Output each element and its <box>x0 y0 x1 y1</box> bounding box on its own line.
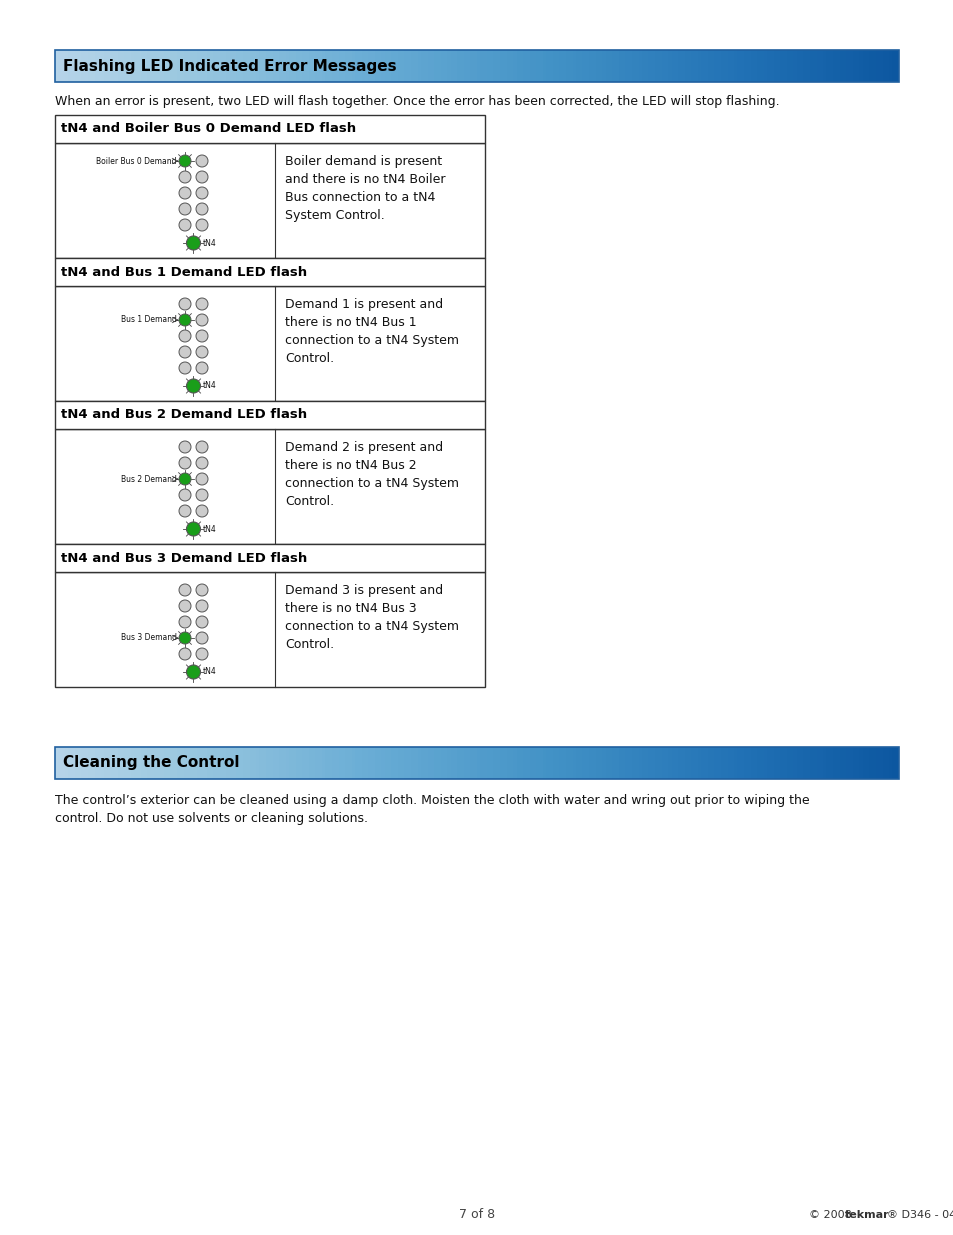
Text: When an error is present, two LED will flash together. Once the error has been c: When an error is present, two LED will f… <box>55 95 779 107</box>
Circle shape <box>179 346 191 358</box>
Bar <box>55 747 898 779</box>
Bar <box>55 429 484 543</box>
Text: Flashing LED Indicated Error Messages: Flashing LED Indicated Error Messages <box>63 58 396 74</box>
Circle shape <box>186 522 200 536</box>
Text: Demand 3 is present and
there is no tN4 Bus 3
connection to a tN4 System
Control: Demand 3 is present and there is no tN4 … <box>285 584 458 651</box>
Circle shape <box>195 473 208 485</box>
Bar <box>55 543 484 572</box>
Circle shape <box>179 170 191 183</box>
Text: Demand 1 is present and
there is no tN4 Bus 1
connection to a tN4 System
Control: Demand 1 is present and there is no tN4 … <box>285 298 458 366</box>
Circle shape <box>186 664 200 679</box>
Circle shape <box>195 632 208 643</box>
Circle shape <box>195 441 208 453</box>
Text: Boiler demand is present
and there is no tN4 Boiler
Bus connection to a tN4
Syst: Boiler demand is present and there is no… <box>285 156 445 222</box>
Circle shape <box>179 632 191 643</box>
Circle shape <box>179 330 191 342</box>
Text: tN4 and Bus 1 Demand LED flash: tN4 and Bus 1 Demand LED flash <box>61 266 307 279</box>
Circle shape <box>195 489 208 501</box>
Text: tekmar: tekmar <box>844 1210 889 1220</box>
Text: © 2008: © 2008 <box>808 1210 854 1220</box>
Circle shape <box>179 473 191 485</box>
Circle shape <box>186 379 200 393</box>
Text: tN4: tN4 <box>202 238 216 247</box>
Circle shape <box>179 298 191 310</box>
Circle shape <box>195 156 208 167</box>
Text: 7 of 8: 7 of 8 <box>458 1209 495 1221</box>
Text: tN4: tN4 <box>202 382 216 390</box>
Circle shape <box>195 330 208 342</box>
Bar <box>55 115 484 143</box>
Circle shape <box>179 314 191 326</box>
Text: The control’s exterior can be cleaned using a damp cloth. Moisten the cloth with: The control’s exterior can be cleaned us… <box>55 794 809 825</box>
Circle shape <box>195 170 208 183</box>
Bar <box>55 258 484 287</box>
Text: Boiler Bus 0 Demand: Boiler Bus 0 Demand <box>96 157 177 165</box>
Circle shape <box>179 584 191 597</box>
Circle shape <box>179 203 191 215</box>
Circle shape <box>195 298 208 310</box>
Circle shape <box>195 616 208 629</box>
Circle shape <box>195 505 208 517</box>
Text: Bus 3 Demand: Bus 3 Demand <box>121 634 177 642</box>
Circle shape <box>195 584 208 597</box>
Text: tN4: tN4 <box>202 667 216 677</box>
Bar <box>55 287 484 401</box>
Bar <box>55 49 898 82</box>
Text: tN4 and Boiler Bus 0 Demand LED flash: tN4 and Boiler Bus 0 Demand LED flash <box>61 122 355 136</box>
Circle shape <box>179 441 191 453</box>
Circle shape <box>195 203 208 215</box>
Circle shape <box>179 648 191 659</box>
Text: Cleaning the Control: Cleaning the Control <box>63 756 239 771</box>
Circle shape <box>179 362 191 374</box>
Text: ® D346 - 04/08: ® D346 - 04/08 <box>886 1210 953 1220</box>
Text: Bus 1 Demand: Bus 1 Demand <box>121 315 177 325</box>
Circle shape <box>179 616 191 629</box>
Circle shape <box>179 219 191 231</box>
Text: tN4 and Bus 3 Demand LED flash: tN4 and Bus 3 Demand LED flash <box>61 552 307 564</box>
Circle shape <box>195 186 208 199</box>
Circle shape <box>195 457 208 469</box>
Circle shape <box>179 156 191 167</box>
Circle shape <box>195 219 208 231</box>
Bar <box>55 143 484 258</box>
Circle shape <box>195 362 208 374</box>
Circle shape <box>195 314 208 326</box>
Text: Demand 2 is present and
there is no tN4 Bus 2
connection to a tN4 System
Control: Demand 2 is present and there is no tN4 … <box>285 441 458 508</box>
Circle shape <box>179 600 191 613</box>
Circle shape <box>179 505 191 517</box>
Circle shape <box>179 457 191 469</box>
Circle shape <box>186 236 200 249</box>
Circle shape <box>179 489 191 501</box>
Bar <box>55 572 484 687</box>
Circle shape <box>195 600 208 613</box>
Bar <box>55 401 484 429</box>
Circle shape <box>195 648 208 659</box>
Text: Bus 2 Demand: Bus 2 Demand <box>121 474 177 483</box>
Text: tN4: tN4 <box>202 525 216 534</box>
Circle shape <box>195 346 208 358</box>
Text: tN4 and Bus 2 Demand LED flash: tN4 and Bus 2 Demand LED flash <box>61 409 307 421</box>
Circle shape <box>179 186 191 199</box>
